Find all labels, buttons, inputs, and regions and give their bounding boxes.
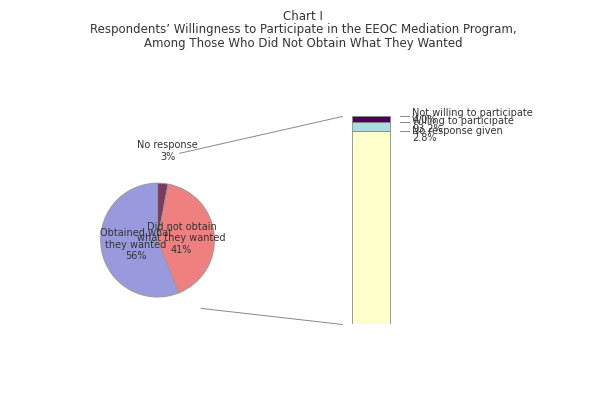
Text: No response
3%: No response 3% [138,140,198,161]
Wedge shape [158,184,215,293]
Text: Willing to participate: Willing to participate [412,116,514,126]
Bar [352,122,390,131]
Bar [352,131,390,324]
Wedge shape [158,183,168,240]
Bar [352,116,390,122]
Text: Among Those Who Did Not Obtain What They Wanted: Among Those Who Did Not Obtain What They… [144,37,462,50]
Text: Chart I: Chart I [283,10,323,23]
Text: 4.0%: 4.0% [412,115,436,125]
Wedge shape [101,183,179,297]
Text: Not willing to participate: Not willing to participate [412,108,533,118]
Text: Did not obtain
what they wanted
41%: Did not obtain what they wanted 41% [137,222,225,255]
Text: Obtained what
they wanted
56%: Obtained what they wanted 56% [100,228,172,261]
Text: Respondents’ Willingness to Participate in the EEOC Mediation Program,: Respondents’ Willingness to Participate … [90,23,516,36]
Text: No response given: No response given [412,126,503,136]
Text: 2.8%: 2.8% [412,133,436,143]
Text: 93.2%: 93.2% [412,124,443,134]
